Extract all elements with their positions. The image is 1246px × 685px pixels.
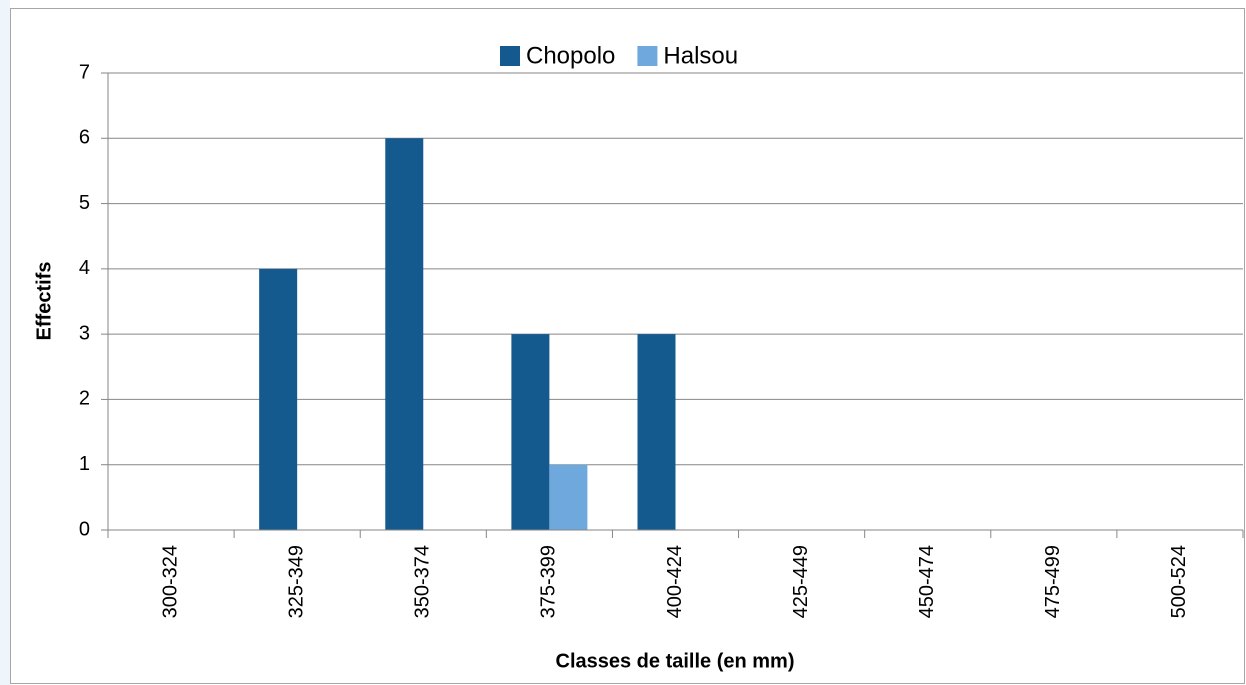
bar bbox=[385, 138, 424, 531]
x-tick-label: 350-374 bbox=[412, 545, 434, 618]
x-tick-label: 500-524 bbox=[1168, 545, 1190, 618]
x-tick-label: 400-424 bbox=[664, 545, 686, 618]
y-tick-label: 7 bbox=[79, 61, 90, 83]
x-axis-label: Classes de taille (en mm) bbox=[556, 650, 795, 672]
bar bbox=[549, 464, 588, 530]
legend-label: Chopolo bbox=[526, 42, 615, 69]
legend-swatch bbox=[500, 46, 520, 66]
y-tick-label: 3 bbox=[79, 322, 90, 344]
x-tick-label: 475-499 bbox=[1042, 545, 1064, 618]
y-axis-label: Effectifs bbox=[33, 262, 55, 341]
x-tick-label: 375-399 bbox=[538, 545, 560, 618]
bar bbox=[259, 268, 298, 530]
side-strip bbox=[0, 0, 10, 685]
x-tick-label: 300-324 bbox=[159, 545, 181, 618]
y-tick-label: 2 bbox=[79, 388, 90, 410]
y-tick-label: 6 bbox=[79, 127, 90, 149]
y-tick-label: 5 bbox=[79, 192, 90, 214]
bar bbox=[511, 334, 550, 530]
y-tick-label: 0 bbox=[79, 518, 90, 540]
legend-label: Halsou bbox=[663, 42, 738, 69]
x-tick-label: 425-449 bbox=[790, 545, 812, 618]
bar bbox=[637, 334, 676, 530]
y-tick-label: 1 bbox=[79, 453, 90, 475]
x-tick-label: 325-349 bbox=[285, 545, 307, 618]
chart-border bbox=[10, 8, 1245, 684]
x-tick-label: 450-474 bbox=[916, 545, 938, 618]
y-tick-label: 4 bbox=[79, 257, 90, 279]
legend-swatch bbox=[637, 46, 658, 66]
